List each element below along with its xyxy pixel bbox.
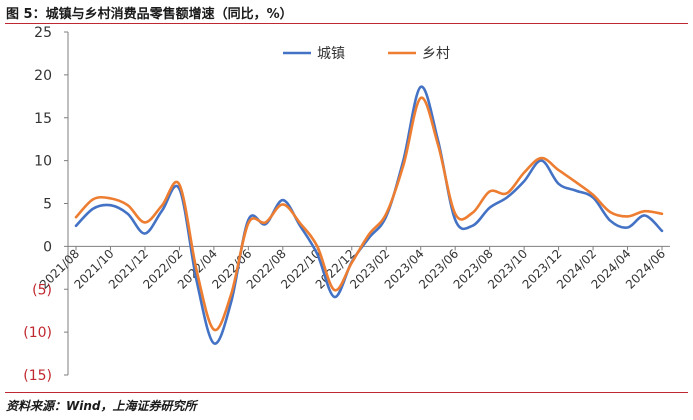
series-rural-line xyxy=(74,96,664,332)
y-tick-label: 0 xyxy=(43,239,52,255)
series-lines xyxy=(74,85,664,345)
y-tick-label: 5 xyxy=(43,197,52,213)
y-tick-label: 25 xyxy=(34,25,52,41)
y-tick-labels: 25 20 15 10 5 0 (5) (10) (15) xyxy=(23,25,68,384)
y-tick-label: (5) xyxy=(32,282,52,298)
y-tick-label: 20 xyxy=(34,68,52,84)
legend-label-rural: 乡村 xyxy=(422,46,450,62)
x-tick-labels: 2021/082021/102021/122022/022022/042022/… xyxy=(37,246,668,292)
title-divider xyxy=(5,23,688,24)
y-tick-label: 15 xyxy=(34,111,52,127)
legend: 城镇 乡村 xyxy=(283,46,450,62)
y-tick-label: (15) xyxy=(23,368,52,384)
series-urban-line xyxy=(74,85,664,345)
source-note: 资料来源：Wind，上海证券研究所 xyxy=(6,399,197,413)
source-divider xyxy=(5,392,688,393)
y-tick-label: (10) xyxy=(23,325,52,341)
y-tick-label: 10 xyxy=(34,154,52,170)
figure-title: 图 5：城镇与乡村消费品零售额增速（同比，%） xyxy=(6,7,293,22)
legend-label-urban: 城镇 xyxy=(317,46,345,62)
